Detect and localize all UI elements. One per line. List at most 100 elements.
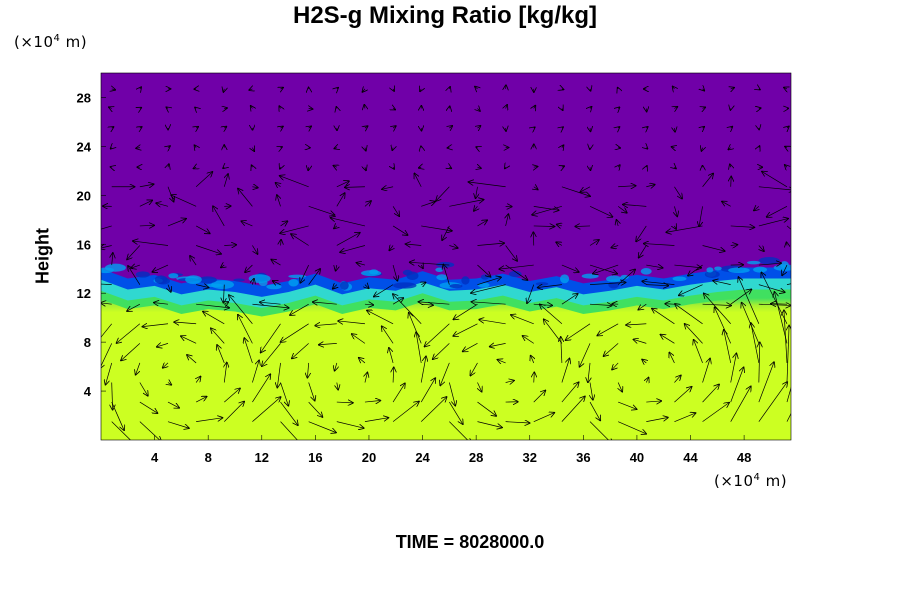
wind-vector-arrow	[471, 284, 506, 293]
wind-vector-arrow	[730, 368, 744, 403]
interface-eddy	[758, 257, 780, 265]
lower-layer-region	[101, 298, 791, 440]
wind-vector-arrow	[704, 294, 731, 325]
wind-vector-arrow	[409, 313, 422, 344]
wind-vector-arrow	[389, 245, 393, 250]
wind-vector-arrow	[443, 265, 450, 285]
wind-vector-arrow	[139, 421, 161, 440]
interface-eddy	[436, 274, 448, 281]
wind-vector-arrow	[730, 387, 751, 422]
y-tick-label: 4	[84, 384, 92, 399]
wind-vector-arrow	[715, 308, 732, 344]
x-unit-exponent: 4	[753, 472, 761, 483]
wind-vector-arrow	[252, 303, 288, 308]
wind-vector-arrow	[308, 206, 335, 215]
wind-vector-arrow	[127, 303, 141, 311]
wind-vector-arrow	[309, 108, 313, 109]
wind-vector-arrow	[674, 206, 677, 216]
wind-vector-arrow	[393, 167, 394, 169]
wind-vector-arrow	[477, 421, 501, 428]
wind-vector-arrow	[730, 354, 737, 383]
wind-vector-arrow	[722, 202, 731, 207]
wind-vector-arrow	[196, 377, 200, 383]
y-tick-label: 12	[77, 286, 91, 301]
interface-eddy	[477, 282, 490, 288]
wind-vector-arrow	[759, 343, 760, 383]
interface-eddy	[606, 275, 622, 283]
wind-vector-arrow	[335, 362, 337, 371]
wind-vector-arrow	[674, 107, 677, 109]
wind-vector-arrow	[139, 184, 154, 187]
interface-eddy	[339, 281, 349, 290]
wind-vector-arrow	[561, 397, 585, 422]
interface-eddy	[105, 263, 126, 272]
wind-vector-arrow	[782, 264, 788, 275]
wind-vector-arrow	[674, 186, 682, 199]
interface-eddy	[747, 260, 761, 265]
wind-vector-arrow	[561, 294, 578, 305]
wind-vector-arrow	[646, 185, 654, 187]
wind-vector-arrow	[406, 244, 422, 245]
wind-vector-arrow	[392, 298, 403, 305]
y-unit-suffix: m)	[60, 33, 88, 51]
wind-vector-arrow	[449, 167, 451, 168]
wind-vector-arrow	[229, 295, 253, 325]
wind-vector-arrow	[618, 127, 619, 128]
wind-vector-arrow	[581, 186, 591, 192]
wind-vector-arrow	[477, 243, 504, 245]
wind-vector-arrow	[101, 225, 112, 230]
wind-vector-arrow	[679, 284, 703, 296]
wind-vector-arrow	[534, 373, 535, 383]
wind-vector-arrow	[646, 148, 647, 149]
wind-vector-arrow	[392, 264, 397, 281]
wind-vector-arrow	[223, 167, 224, 168]
wind-vector-arrow	[534, 127, 535, 128]
wind-vector-arrow	[758, 186, 791, 190]
wind-vector-arrow	[336, 181, 349, 188]
wind-vector-arrow	[479, 320, 506, 325]
wind-vector-arrow	[101, 343, 113, 368]
wind-vector-arrow	[758, 362, 774, 403]
wind-vector-arrow	[672, 147, 675, 148]
wind-vector-arrow	[131, 265, 140, 268]
wind-vector-arrow	[534, 187, 538, 190]
wind-vector-arrow	[644, 244, 675, 246]
wind-vector-arrow	[414, 174, 422, 187]
wind-vector-arrow	[174, 322, 197, 324]
wind-vector-arrow	[477, 108, 479, 110]
wind-vector-arrow	[421, 265, 423, 268]
wind-vector-arrow	[436, 186, 450, 201]
wind-vector-arrow	[319, 343, 337, 344]
wind-vector-arrow	[238, 189, 253, 207]
interface-eddy	[753, 266, 768, 273]
wind-vector-arrow	[195, 225, 210, 233]
wind-vector-arrow	[575, 226, 591, 227]
wind-vector-arrow	[612, 362, 619, 369]
wind-vector-arrow	[221, 265, 224, 267]
wind-vector-arrow	[352, 334, 366, 344]
wind-vector-arrow	[561, 382, 579, 403]
wind-vector-arrow	[754, 206, 759, 210]
wind-vector-arrow	[300, 264, 309, 283]
wind-vector-arrow	[280, 382, 289, 406]
x-unit-prefix: (×10	[714, 472, 754, 490]
wind-vector-arrow	[474, 206, 478, 210]
wind-vector-arrow	[419, 302, 450, 304]
wind-vector-arrow	[531, 356, 534, 364]
wind-vector-arrow	[421, 202, 435, 207]
wind-vector-arrow	[167, 219, 186, 227]
wind-vector-arrow	[453, 323, 478, 336]
interface-eddy	[369, 269, 379, 275]
wind-vector-arrow	[238, 315, 253, 344]
wind-vector-arrow	[469, 182, 506, 188]
wind-vector-arrow	[281, 88, 283, 89]
wind-vector-arrow	[589, 421, 612, 440]
wind-vector-arrow	[590, 89, 591, 91]
wind-vector-arrow	[618, 401, 636, 409]
wind-vector-arrow	[281, 323, 309, 342]
wind-vector-arrow	[345, 187, 365, 188]
y-axis-ticks: 4 8 12 16 20 24 28	[77, 90, 106, 399]
wind-vector-arrow	[702, 174, 714, 187]
wind-vector-arrow	[223, 89, 224, 92]
